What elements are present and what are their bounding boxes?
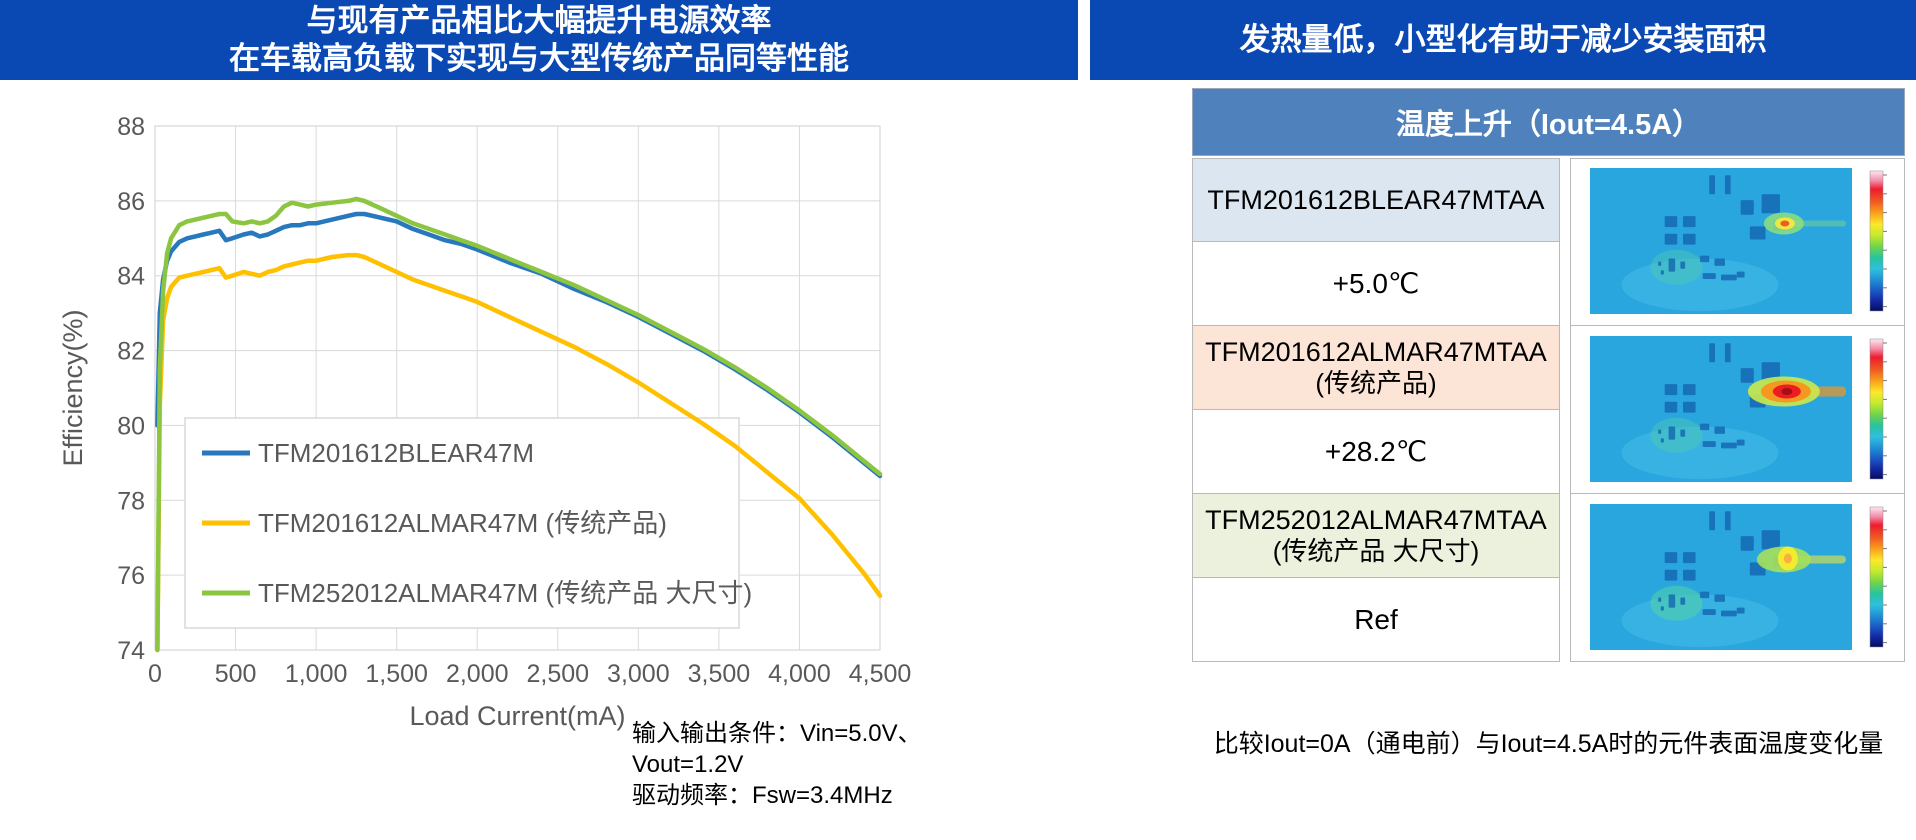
small-hotspot-thermal-image (1570, 158, 1905, 326)
svg-text:1,000: 1,000 (285, 660, 348, 688)
product-note: (传统产品 大尺寸) (1272, 536, 1480, 567)
product-label-cell: TFM201612ALMAR47MTAA (传统产品) (1192, 326, 1560, 410)
temperature-rise-value: +5.0℃ (1192, 242, 1560, 326)
svg-text:86: 86 (117, 188, 145, 216)
svg-text:4,000: 4,000 (768, 660, 831, 688)
product-code: TFM201612BLEAR47MTAA (1207, 184, 1545, 215)
right-header-text: 发热量低，小型化有助于减少安装面积 (1239, 22, 1767, 57)
condition-line-1: 输入输出条件：Vin=5.0V、 (632, 720, 922, 747)
svg-text:3,000: 3,000 (607, 660, 670, 688)
svg-text:74: 74 (117, 637, 145, 665)
temperature-table-title: 温度上升（Iout=4.5A） (1192, 88, 1905, 156)
svg-text:88: 88 (117, 113, 145, 141)
svg-text:84: 84 (117, 263, 145, 291)
temperature-table-body: TFM201612BLEAR47MTAA +5.0℃ TFM201612ALMAR4… (1192, 156, 1905, 662)
svg-text:82: 82 (117, 338, 145, 366)
product-label-cell: TFM201612BLEAR47MTAA (1192, 158, 1560, 242)
condition-line-3: 驱动频率：Fsw=3.4MHz (632, 782, 893, 809)
condition-line-2: Vout=1.2V (632, 751, 744, 778)
large-hotspot-thermal-image (1570, 326, 1905, 494)
product-code: TFM252012ALMAR47MTAA (1205, 504, 1547, 535)
left-header-line1: 与现有产品相比大幅提升电源效率 (306, 3, 772, 38)
svg-text:500: 500 (215, 660, 257, 688)
thermal-image-graphic (1589, 168, 1887, 314)
product-code: TFM201612ALMAR47MTAA (1205, 336, 1547, 367)
svg-text:76: 76 (117, 562, 145, 590)
svg-text:2,500: 2,500 (526, 660, 589, 688)
svg-text:1,500: 1,500 (365, 660, 428, 688)
product-note: (传统产品) (1315, 368, 1437, 399)
temperature-rise-table: 温度上升（Iout=4.5A） TFM201612BLEAR47MTAA +5.0… (1192, 88, 1905, 662)
svg-text:80: 80 (117, 412, 145, 440)
temperature-rise-value: +28.2℃ (1192, 410, 1560, 494)
svg-text:0: 0 (148, 660, 162, 688)
left-header-line2: 在车载高负载下实现与大型传统产品同等性能 (229, 41, 849, 76)
temperature-rise-value: Ref (1192, 578, 1560, 662)
thermal-image-graphic (1589, 335, 1887, 482)
svg-text:4,500: 4,500 (849, 660, 912, 688)
right-header-banner: 发热量低，小型化有助于减少安装面积 (1090, 0, 1916, 80)
svg-text:Load Current(mA): Load Current(mA) (409, 701, 625, 731)
medium-hotspot-thermal-image (1570, 494, 1905, 662)
svg-text:78: 78 (117, 487, 145, 515)
svg-text:TFM201612ALMAR47M (传统产品): TFM201612ALMAR47M (传统产品) (258, 508, 667, 538)
svg-text:Efficiency(%): Efficiency(%) (58, 309, 88, 466)
comparison-footnote: 比较Iout=0A（通电前）与Iout=4.5A时的元件表面温度变化量 (1213, 730, 1884, 758)
svg-text:2,000: 2,000 (446, 660, 509, 688)
svg-text:TFM201612BLEAR47M: TFM201612BLEAR47M (258, 438, 534, 468)
left-header-banner: 与现有产品相比大幅提升电源效率 在车载高负载下实现与大型传统产品同等性能 (0, 0, 1078, 80)
svg-text:TFM252012ALMAR47M (传统产品 大尺寸): TFM252012ALMAR47M (传统产品 大尺寸) (258, 578, 752, 608)
efficiency-line-chart: 74 76 78 80 82 84 86 88 0 500 1,000 1,500 2,000 2,500… (58, 113, 912, 731)
test-conditions-note: 输入输出条件：Vin=5.0V、 Vout=1.2V 驱动频率：Fsw=3.4M… (632, 718, 992, 811)
product-label-cell: TFM252012ALMAR47MTAA (传统产品 大尺寸) (1192, 494, 1560, 578)
svg-text:3,500: 3,500 (688, 660, 751, 688)
thermal-image-graphic (1589, 503, 1887, 650)
